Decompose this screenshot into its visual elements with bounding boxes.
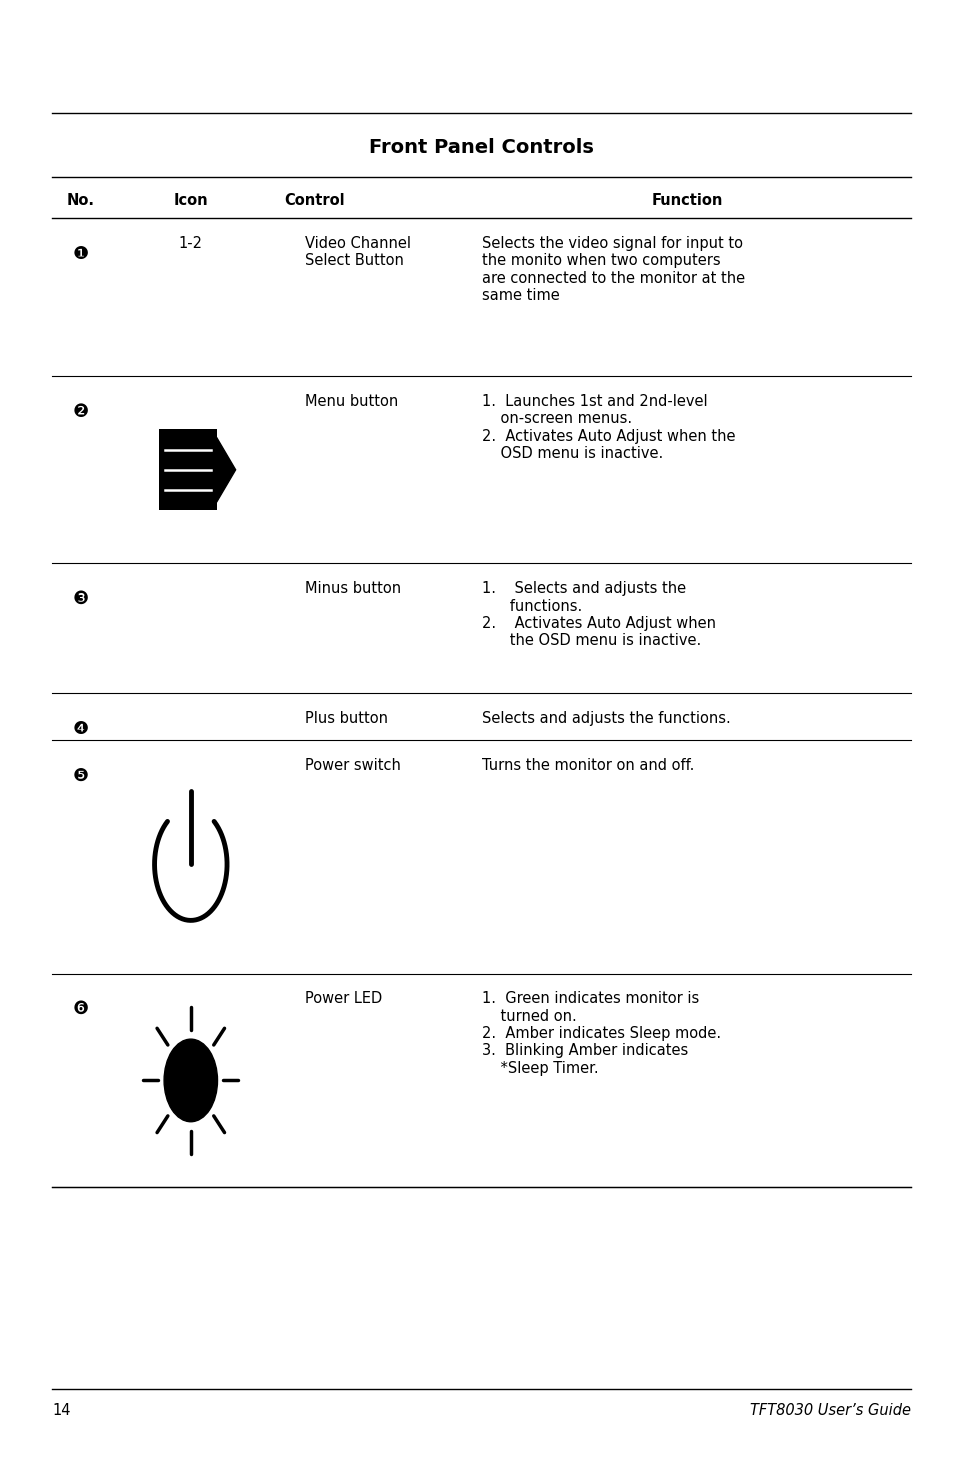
Text: Control: Control [284, 193, 345, 208]
Text: Menu button: Menu button [305, 394, 398, 409]
Text: Front Panel Controls: Front Panel Controls [369, 139, 594, 156]
Text: ❷: ❷ [73, 403, 89, 420]
Text: ❺: ❺ [73, 767, 89, 785]
Text: Video Channel
Select Button: Video Channel Select Button [305, 236, 411, 268]
Circle shape [164, 1038, 217, 1121]
Polygon shape [216, 437, 235, 502]
Text: ❻: ❻ [73, 1000, 89, 1018]
Text: Power LED: Power LED [305, 991, 382, 1006]
Text: Selects and adjusts the functions.: Selects and adjusts the functions. [481, 711, 730, 726]
Text: Turns the monitor on and off.: Turns the monitor on and off. [481, 758, 694, 773]
Text: Power switch: Power switch [305, 758, 400, 773]
Text: 14: 14 [52, 1403, 71, 1417]
Text: ❸: ❸ [73, 590, 89, 608]
Text: Icon: Icon [173, 193, 208, 208]
Text: 1.  Launches 1st and 2nd-level
    on-screen menus.
2.  Activates Auto Adjust wh: 1. Launches 1st and 2nd-level on-screen … [481, 394, 735, 462]
Text: 1-2: 1-2 [178, 236, 203, 251]
Text: TFT8030 User’s Guide: TFT8030 User’s Guide [749, 1403, 910, 1417]
Text: No.: No. [67, 193, 95, 208]
Text: Selects the video signal for input to
the monito when two computers
are connecte: Selects the video signal for input to th… [481, 236, 744, 304]
Text: Plus button: Plus button [305, 711, 388, 726]
Text: Minus button: Minus button [305, 581, 401, 596]
Text: Function: Function [651, 193, 721, 208]
Bar [159, 429, 216, 510]
Text: 1.  Green indicates monitor is
    turned on.
2.  Amber indicates Sleep mode.
3.: 1. Green indicates monitor is turned on.… [481, 991, 720, 1075]
Text: ❹: ❹ [73, 720, 89, 738]
Text: 1.    Selects and adjusts the
      functions.
2.    Activates Auto Adjust when
: 1. Selects and adjusts the functions. 2.… [481, 581, 715, 649]
Text: ❶: ❶ [73, 245, 89, 263]
